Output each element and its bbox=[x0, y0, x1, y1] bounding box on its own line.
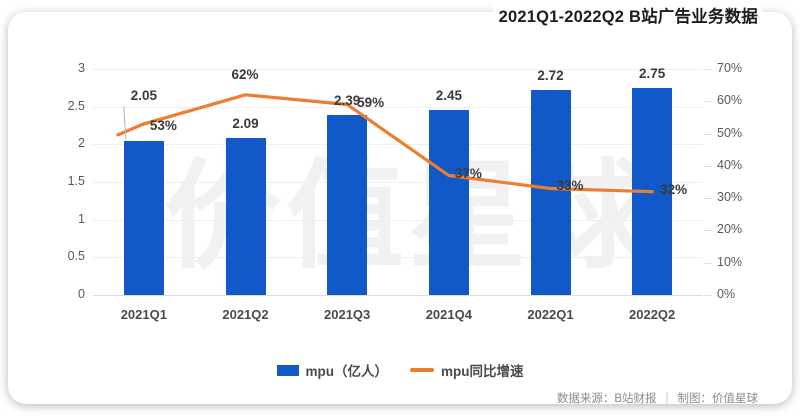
x-axis-label-2021Q4: 2021Q4 bbox=[425, 307, 472, 322]
chart-footer: 数据来源：B站财报 | 制图：价值星球 bbox=[557, 390, 758, 404]
gridline bbox=[93, 295, 703, 296]
gridline bbox=[93, 257, 703, 258]
growth-value-label: 37% bbox=[454, 165, 482, 181]
bar-value-label: 2.72 bbox=[537, 68, 564, 84]
footer-source: 数据来源：B站财报 bbox=[556, 393, 657, 404]
y-axis-right-tick-mark bbox=[704, 166, 712, 167]
growth-line-series bbox=[116, 93, 654, 194]
y-axis-right-tick: 40% bbox=[717, 157, 743, 172]
y-axis-right-tick-mark bbox=[704, 230, 712, 231]
footer-credit: 制图：价值星球 bbox=[677, 393, 759, 404]
y-axis-left-tick: 2.5 bbox=[67, 98, 85, 113]
y-axis-right-tick: 20% bbox=[717, 222, 743, 237]
legend-item-mpu[interactable]: mpu（亿人） bbox=[276, 360, 389, 380]
y-axis-right-tick-mark bbox=[704, 69, 712, 70]
bar-swatch-icon bbox=[276, 364, 299, 376]
chart-card: 价值星球 0 0.5 1 1.5 2 2.5 3 0% 10% 20% 30% 40% 50% 60% 70… bbox=[8, 12, 792, 404]
x-axis-label-2021Q1: 2021Q1 bbox=[120, 307, 167, 322]
bar-2021Q3[interactable] bbox=[327, 114, 368, 295]
y-axis-right-tick-mark bbox=[704, 295, 712, 296]
growth-value-label: 32% bbox=[660, 181, 688, 197]
y-axis-right-tick: 0% bbox=[717, 287, 736, 301]
y-axis-right-tick-mark bbox=[704, 134, 712, 135]
x-axis-label-2022Q1: 2022Q1 bbox=[527, 307, 574, 322]
gridline bbox=[93, 69, 703, 70]
x-axis-label-2021Q2: 2021Q2 bbox=[222, 307, 269, 322]
y-axis-right-tick: 70% bbox=[717, 61, 743, 75]
y-axis-right-tick-mark bbox=[704, 198, 712, 199]
bar-2021Q1[interactable] bbox=[123, 140, 164, 295]
bar-value-label: 2.09 bbox=[232, 115, 259, 131]
line-swatch-icon bbox=[410, 368, 434, 372]
title-bar: 2021Q1-2022Q2 B站广告业务数据 bbox=[0, 0, 800, 30]
y-axis-right-tick: 60% bbox=[717, 93, 743, 108]
x-axis-label-2021Q3: 2021Q3 bbox=[324, 307, 371, 322]
gridline bbox=[93, 220, 703, 221]
bar-2021Q4[interactable] bbox=[428, 110, 469, 295]
legend-label-mpu: mpu（亿人） bbox=[305, 364, 389, 379]
y-axis-left-tick: 0 bbox=[78, 287, 85, 301]
y-axis-right-tick: 10% bbox=[717, 254, 743, 269]
chart-legend: mpu（亿人） mpu同比增速 bbox=[8, 360, 792, 380]
growth-value-label: 59% bbox=[357, 94, 385, 110]
growth-value-label: 62% bbox=[231, 66, 259, 82]
growth-line-start-extension bbox=[116, 122, 146, 137]
gridline bbox=[93, 182, 703, 183]
bar-value-label: 2.05 bbox=[130, 88, 157, 104]
page-title: 2021Q1-2022Q2 B站广告业务数据 bbox=[492, 1, 762, 29]
gridline bbox=[93, 107, 703, 108]
y-axis-right-tick: 50% bbox=[717, 125, 743, 140]
gridline bbox=[93, 144, 703, 145]
footer-separator: | bbox=[665, 392, 669, 404]
growth-value-label: 33% bbox=[556, 178, 584, 194]
plot-area: 0 0.5 1 1.5 2 2.5 3 0% 10% 20% 30% 40% 50% 60% 70% 2.05… bbox=[8, 12, 792, 404]
y-axis-right-tick-mark bbox=[704, 263, 712, 264]
growth-line-path bbox=[142, 93, 654, 194]
bar-value-label: 2.75 bbox=[639, 65, 666, 81]
y-axis-left-tick: 2 bbox=[78, 136, 85, 151]
y-axis-left-tick: 1 bbox=[78, 211, 85, 226]
y-axis-left-tick: 0.5 bbox=[67, 249, 85, 264]
bar-value-label: 2.45 bbox=[435, 88, 462, 104]
y-axis-left-tick: 3 bbox=[78, 61, 85, 75]
legend-item-growth[interactable]: mpu同比增速 bbox=[410, 360, 524, 380]
growth-value-label: 53% bbox=[149, 117, 177, 133]
x-axis-label-2022Q2: 2022Q2 bbox=[629, 307, 676, 322]
legend-label-growth: mpu同比增速 bbox=[441, 364, 524, 379]
y-axis-right-tick: 30% bbox=[717, 190, 743, 205]
bar-2022Q1[interactable] bbox=[530, 90, 571, 295]
y-axis-right-tick-mark bbox=[704, 101, 712, 102]
leader-line bbox=[123, 106, 127, 140]
bar-value-label: 2.39 bbox=[334, 92, 361, 108]
bar-2021Q2[interactable] bbox=[225, 137, 266, 295]
y-axis-left-tick: 1.5 bbox=[67, 174, 85, 188]
